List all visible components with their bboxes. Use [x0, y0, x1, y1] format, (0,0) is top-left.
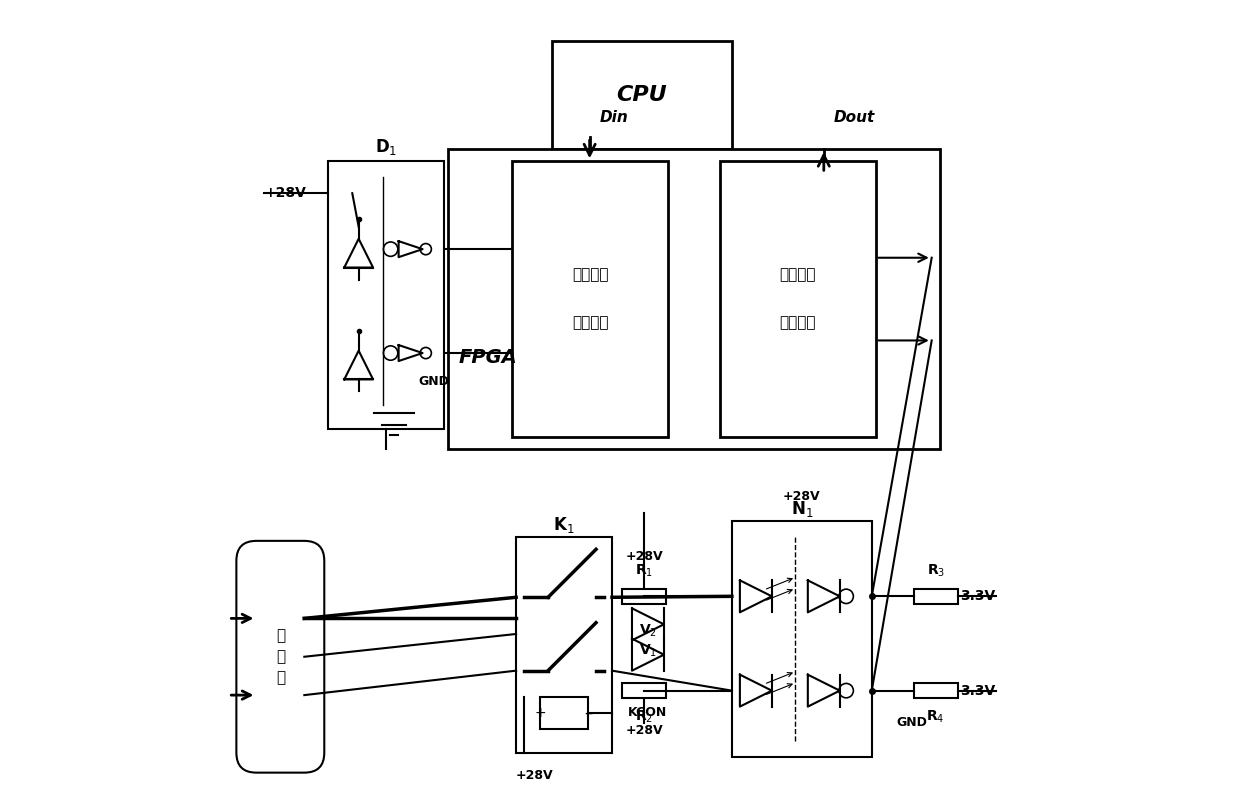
- Text: +28V: +28V: [516, 768, 554, 782]
- Text: N$_1$: N$_1$: [791, 499, 813, 519]
- FancyBboxPatch shape: [329, 161, 444, 429]
- Text: 3.3V: 3.3V: [961, 683, 996, 698]
- Text: R$_2$: R$_2$: [635, 708, 653, 725]
- FancyBboxPatch shape: [720, 161, 875, 437]
- FancyBboxPatch shape: [541, 697, 588, 729]
- Text: R$_4$: R$_4$: [926, 708, 945, 725]
- Text: GND: GND: [897, 716, 928, 729]
- Text: V$_2$: V$_2$: [639, 622, 657, 638]
- FancyBboxPatch shape: [622, 589, 666, 604]
- Text: GND: GND: [418, 375, 449, 387]
- FancyBboxPatch shape: [448, 149, 940, 449]
- FancyBboxPatch shape: [552, 42, 732, 149]
- Text: R$_1$: R$_1$: [635, 562, 653, 579]
- FancyBboxPatch shape: [512, 161, 668, 437]
- Text: +28V: +28V: [625, 550, 663, 563]
- Text: CPU: CPU: [616, 85, 667, 105]
- Text: 采集控制: 采集控制: [780, 315, 816, 330]
- FancyBboxPatch shape: [914, 683, 957, 698]
- Text: Dout: Dout: [833, 110, 874, 125]
- Text: 光栅信号: 光栅信号: [780, 268, 816, 282]
- Text: K$_1$: K$_1$: [553, 515, 575, 535]
- Text: +28V: +28V: [264, 186, 306, 200]
- Text: V$_1$: V$_1$: [639, 642, 657, 659]
- Text: +28V: +28V: [782, 490, 821, 504]
- Text: –: –: [584, 703, 593, 722]
- Text: +28V: +28V: [625, 724, 663, 737]
- FancyBboxPatch shape: [914, 589, 957, 604]
- Text: 连
接
器: 连 接 器: [275, 628, 285, 685]
- Text: Din: Din: [599, 110, 627, 125]
- Text: D$_1$: D$_1$: [374, 137, 397, 157]
- FancyBboxPatch shape: [622, 683, 666, 698]
- Text: KCON: KCON: [627, 707, 667, 719]
- Text: 光栅信号: 光栅信号: [572, 268, 609, 282]
- FancyBboxPatch shape: [237, 541, 325, 772]
- Text: +: +: [534, 706, 546, 719]
- Text: 产生控制: 产生控制: [572, 315, 609, 330]
- Text: FPGA: FPGA: [459, 347, 517, 367]
- FancyBboxPatch shape: [516, 537, 613, 752]
- Text: 3.3V: 3.3V: [961, 589, 996, 603]
- Text: R$_3$: R$_3$: [926, 562, 945, 579]
- FancyBboxPatch shape: [732, 520, 872, 756]
